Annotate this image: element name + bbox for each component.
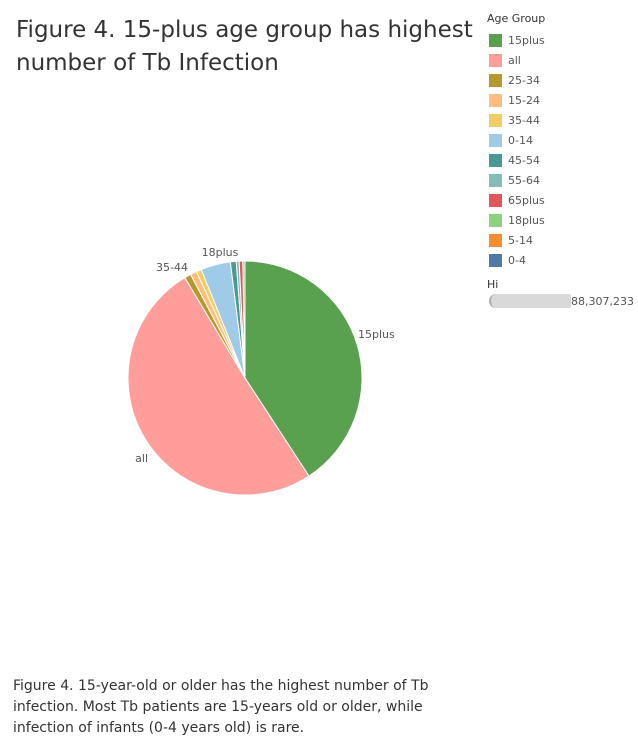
legend-swatch [489, 233, 502, 247]
legend-swatch [489, 93, 502, 107]
legend-swatch [489, 213, 502, 227]
slice-label-18plus: 18plus [202, 246, 239, 259]
figure-caption: Figure 4. 15-year-old or older has the h… [13, 678, 429, 736]
legend-title: Age Group [487, 12, 546, 25]
legend-label: 15plus [508, 33, 545, 47]
chart-title: Figure 4. 15-plus age group has highest … [16, 17, 473, 76]
legend-label: 45-54 [508, 153, 540, 167]
legend-label: all [508, 53, 521, 67]
legend-swatch [489, 133, 502, 147]
pie-chart[interactable]: 15plus all 35-44 18plus [0, 0, 480, 620]
legend-swatch [489, 73, 502, 87]
legend-item-0-4[interactable]: 0-4 [487, 250, 637, 270]
legend-label: 65plus [508, 193, 545, 207]
legend-item-55-64[interactable]: 55-64 [487, 170, 637, 190]
legend-label: 55-64 [508, 173, 540, 187]
size-legend-value: 88,307,233 [571, 295, 634, 308]
legend-item-0-14[interactable]: 0-14 [487, 130, 637, 150]
legend-label: 5-14 [508, 233, 533, 247]
legend-item-45-54[interactable]: 45-54 [487, 150, 637, 170]
legend-label: 15-24 [508, 93, 540, 107]
color-legend[interactable]: Age Group 15plus all 25-34 15-24 35-44 0-14 45… [487, 12, 637, 270]
legend-item-all[interactable]: all [487, 50, 637, 70]
legend-swatch [489, 53, 502, 67]
legend-item-65plus[interactable]: 65plus [487, 190, 637, 210]
size-legend-bar [489, 294, 571, 308]
size-legend-title: Hi [487, 278, 499, 291]
slice-label-all: all [135, 452, 148, 465]
legend-label: 0-14 [508, 133, 533, 147]
legend-label: 18plus [508, 213, 545, 227]
legend-item-35-44[interactable]: 35-44 [487, 110, 637, 130]
slice-label-15plus: 15plus [358, 328, 395, 341]
legend-item-15plus[interactable]: 15plus [487, 30, 637, 50]
legend-item-5-14[interactable]: 5-14 [487, 230, 637, 250]
legend-item-25-34[interactable]: 25-34 [487, 70, 637, 90]
legend-swatch [489, 193, 502, 207]
size-legend: Hi 88,307,233 [487, 278, 637, 314]
legend-label: 0-4 [508, 253, 526, 267]
legend-swatch [489, 113, 502, 127]
legend-item-18plus[interactable]: 18plus [487, 210, 637, 230]
legend-swatch [489, 253, 502, 267]
legend-swatch [489, 33, 502, 47]
legend-swatch [489, 153, 502, 167]
legend-swatch [489, 173, 502, 187]
pie-slice-all[interactable] [127, 276, 310, 496]
legend-label: 25-34 [508, 73, 540, 87]
legend-label: 35-44 [508, 113, 540, 127]
slice-label-35-44: 35-44 [156, 261, 188, 274]
pie-slice-18plus[interactable] [242, 260, 246, 379]
legend-item-15-24[interactable]: 15-24 [487, 90, 637, 110]
